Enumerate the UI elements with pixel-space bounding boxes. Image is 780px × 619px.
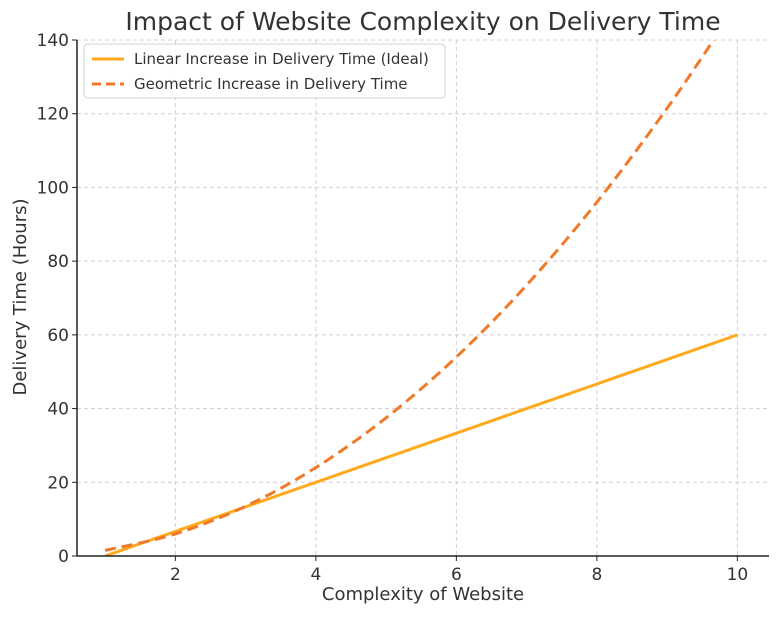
legend-label-linear: Linear Increase in Delivery Time (Ideal) <box>134 50 429 68</box>
y-tick-label: 140 <box>37 31 69 51</box>
y-tick-label: 60 <box>47 326 69 346</box>
y-tick-label: 0 <box>58 547 69 567</box>
legend: Linear Increase in Delivery Time (Ideal)… <box>83 43 446 99</box>
x-tick-label: 10 <box>727 565 749 585</box>
legend-label-geometric: Geometric Increase in Delivery Time <box>134 75 408 93</box>
y-tick-label: 80 <box>47 252 69 272</box>
x-tick-label: 4 <box>310 565 321 585</box>
y-tick-label: 20 <box>47 473 69 493</box>
y-tick-label: 120 <box>37 105 69 125</box>
series-line-linear <box>104 333 738 556</box>
series-layer <box>104 40 738 556</box>
x-tick-label: 8 <box>591 565 602 585</box>
axes <box>72 39 769 561</box>
x-tick-label: 6 <box>451 565 462 585</box>
series-line-geometric <box>104 40 716 552</box>
grid <box>77 39 769 557</box>
y-axis-label: Delivery Time (Hours) <box>10 199 31 396</box>
chart-title: Impact of Website Complexity on Delivery… <box>125 7 720 36</box>
legend-box <box>83 43 446 99</box>
x-tick-label: 2 <box>170 565 181 585</box>
y-tick-label: 40 <box>47 400 69 420</box>
x-axis-label: Complexity of Website <box>322 584 524 605</box>
y-tick-label: 100 <box>37 178 69 198</box>
